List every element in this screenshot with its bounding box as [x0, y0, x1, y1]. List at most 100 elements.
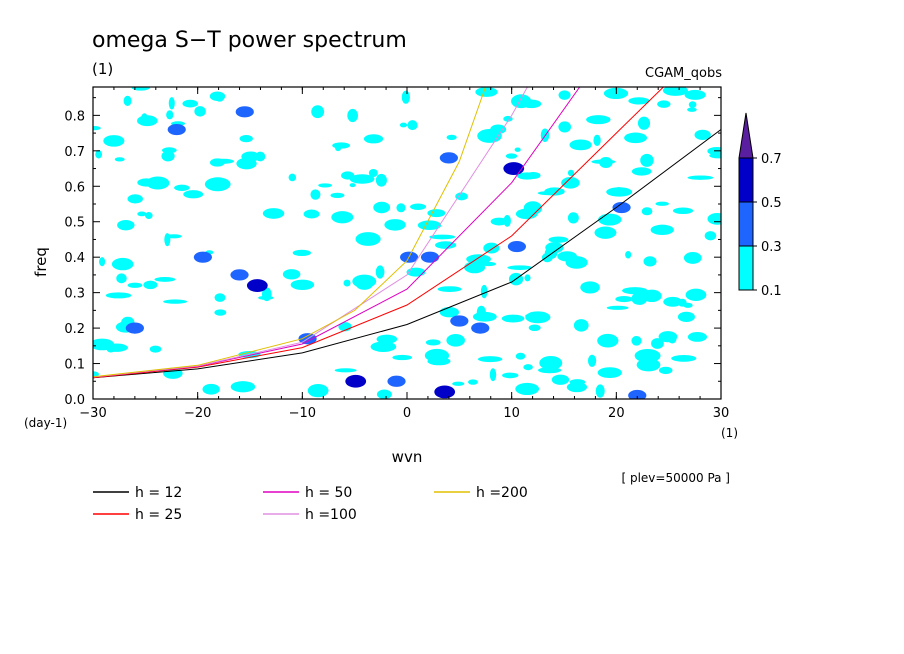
contour-blob: [523, 364, 533, 371]
contour-blob: [537, 191, 561, 196]
contour-blob: [687, 332, 708, 342]
y-tick-label: 0.0: [64, 393, 85, 408]
contour-blob: [477, 356, 503, 363]
contour-blob: [569, 139, 592, 151]
contour-blob: [507, 265, 533, 270]
contour-blob: [489, 368, 497, 382]
contour-blob: [131, 87, 150, 91]
contour-blob: [586, 115, 611, 125]
chart-title: omega S−T power spectrum: [92, 28, 407, 53]
contour-blob: [659, 366, 673, 375]
contour-blob: [707, 212, 721, 225]
contour-blob: [446, 334, 465, 347]
contour-patch: [235, 106, 254, 118]
contour-blob: [343, 279, 351, 287]
units-label: (1): [92, 60, 113, 78]
contour-patch: [439, 152, 458, 164]
contour-blob: [480, 284, 488, 299]
contour-blob: [95, 150, 103, 159]
colorbar-arrow: [738, 112, 754, 159]
contour-blob: [455, 192, 468, 201]
contour-blob: [452, 381, 465, 386]
contour-blob: [376, 334, 398, 344]
contour-blob: [105, 292, 132, 299]
curve-h25: [93, 87, 664, 379]
contour-blob: [127, 282, 143, 288]
contour-blob: [141, 113, 148, 124]
contour-blob: [331, 211, 354, 224]
contour-blob: [437, 286, 462, 293]
x-tick-label: 10: [503, 406, 520, 421]
contour-blob: [194, 106, 206, 117]
contour-blob: [341, 171, 355, 180]
contour-blob: [137, 178, 156, 187]
legend-label: h = 12: [135, 485, 182, 501]
contour-blob: [166, 110, 174, 120]
contour-blob: [435, 241, 457, 249]
contour-blob: [182, 99, 198, 108]
contour-blob: [310, 189, 321, 200]
contour-blob: [640, 153, 654, 167]
axis-ticks: −30 −20 −10 0 10 20 30 0.0 0.1 0.2 0.3 0.4 0.5 0.6 0.7…: [64, 87, 729, 421]
contour-blob: [551, 374, 570, 385]
contour-blob: [490, 217, 508, 226]
y-tick-label: 0.5: [64, 216, 85, 231]
y-tick-label: 0.3: [64, 287, 85, 302]
contour-blob: [202, 383, 220, 395]
colorbar-segment: [738, 245, 754, 291]
contour-blob: [631, 167, 652, 176]
contour-patch: [230, 269, 249, 281]
contour-patch: [246, 279, 268, 292]
contour-blob: [481, 261, 497, 267]
contour-blob: [704, 231, 717, 241]
contour-blob: [149, 345, 162, 353]
contour-blob: [624, 132, 648, 144]
contour-blob: [580, 281, 600, 294]
contour-blob: [561, 177, 580, 189]
contour-blob: [376, 389, 392, 399]
contour-blob: [236, 157, 257, 170]
y-axis-units: (day-1): [24, 416, 67, 430]
contour-blob: [625, 251, 632, 259]
contour-blob: [363, 134, 384, 144]
contour-patch: [507, 240, 526, 253]
contour-patch: [612, 201, 631, 214]
colorbar-segment: [738, 201, 754, 247]
curve-h200: [93, 87, 486, 378]
contour-blob: [355, 232, 381, 246]
contour-blob: [567, 169, 575, 177]
contour-blob: [524, 274, 531, 282]
contour-blob: [525, 171, 541, 180]
contour-patch: [471, 322, 490, 334]
contour-blob: [174, 184, 190, 191]
contour-blob: [104, 343, 128, 352]
contour-blob: [370, 341, 397, 352]
contour-patch: [434, 385, 456, 399]
contour-blob: [637, 116, 651, 130]
contour-blob: [655, 201, 669, 206]
contour-blob: [111, 257, 134, 271]
x-tick-label: 30: [713, 406, 730, 421]
x-tick-label: −30: [79, 406, 106, 421]
x-axis-title: wvn: [392, 448, 423, 466]
contour-blob: [634, 348, 661, 363]
contour-blob: [566, 382, 588, 393]
contour-blob: [399, 122, 408, 128]
legend-label: h = 25: [135, 507, 182, 523]
contour-blob: [567, 212, 579, 224]
legend-label: h = 50: [305, 485, 352, 501]
contour-blob: [671, 354, 697, 362]
curve-h12: [93, 129, 721, 379]
y-axis-title: freq: [32, 247, 50, 277]
contour-blob: [407, 120, 418, 131]
contour-blob: [663, 296, 683, 307]
contour-blob: [677, 311, 695, 322]
x-tick-label: −10: [289, 406, 316, 421]
contour-blob: [163, 299, 188, 304]
contour-blob: [511, 94, 532, 109]
contour-blob: [427, 209, 446, 218]
contour-blob: [239, 134, 253, 143]
contour-blob: [375, 173, 387, 187]
dispersion-curves: [93, 87, 721, 379]
